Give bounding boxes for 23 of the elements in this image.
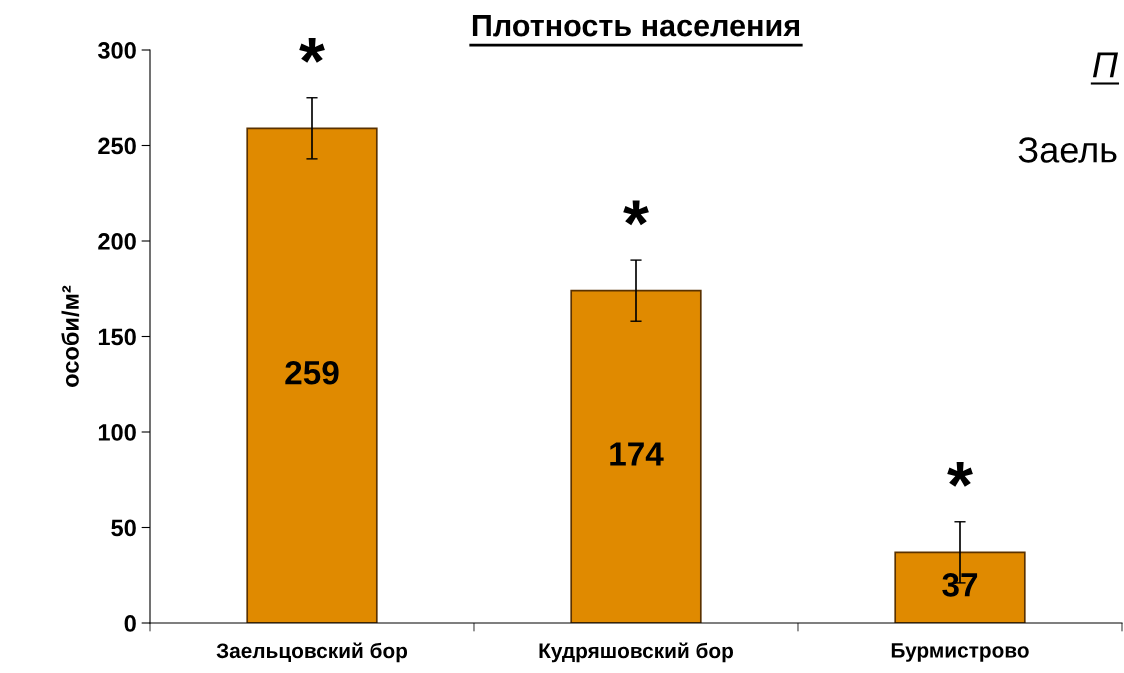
- bar: [894, 551, 1026, 623]
- annotation: П: [1092, 52, 1119, 78]
- y-tick-label: 100: [98, 424, 136, 441]
- bar: [570, 289, 702, 623]
- annotation: Заель: [1018, 137, 1117, 163]
- y-axis-title: особи/м²: [61, 285, 80, 387]
- bar: [246, 127, 378, 623]
- y-tick-label: 150: [98, 328, 136, 346]
- data-label: 37: [942, 573, 978, 597]
- data-label: 259: [285, 361, 339, 385]
- y-tick-label: 250: [98, 137, 136, 155]
- y-tick-label: 0: [124, 615, 136, 632]
- chart-title: Плотность населения: [472, 15, 799, 37]
- x-tick-label: Кудряшовский бор: [539, 642, 734, 663]
- y-tick-label: 200: [98, 233, 136, 250]
- annotation: *: [947, 462, 973, 487]
- x-tick-label: Бурмистрово: [891, 643, 1029, 662]
- y-tick-label: 50: [111, 519, 136, 537]
- x-tick-label: Заельцовский бор: [216, 642, 408, 663]
- annotation: *: [623, 200, 649, 226]
- data-label: 174: [610, 442, 664, 466]
- y-tick-label: 300: [97, 42, 136, 59]
- annotation: *: [299, 38, 325, 63]
